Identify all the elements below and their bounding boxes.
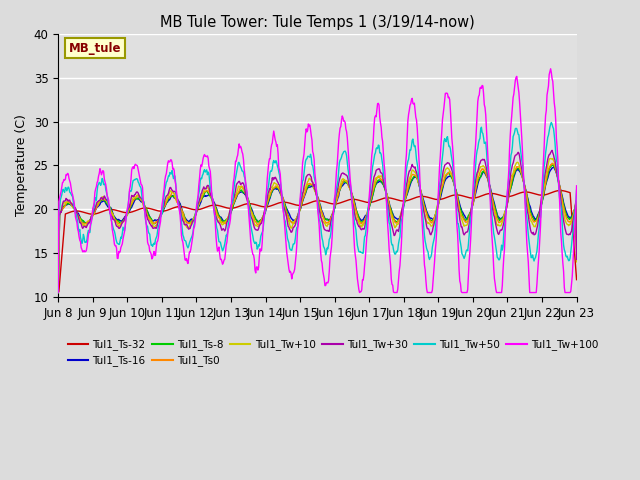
Y-axis label: Temperature (C): Temperature (C) (15, 115, 28, 216)
Legend: Tul1_Ts-32, Tul1_Ts-16, Tul1_Ts-8, Tul1_Ts0, Tul1_Tw+10, Tul1_Tw+30, Tul1_Tw+50,: Tul1_Ts-32, Tul1_Ts-16, Tul1_Ts-8, Tul1_… (63, 335, 603, 371)
Text: MB_tule: MB_tule (68, 42, 121, 55)
Title: MB Tule Tower: Tule Temps 1 (3/19/14-now): MB Tule Tower: Tule Temps 1 (3/19/14-now… (160, 15, 475, 30)
